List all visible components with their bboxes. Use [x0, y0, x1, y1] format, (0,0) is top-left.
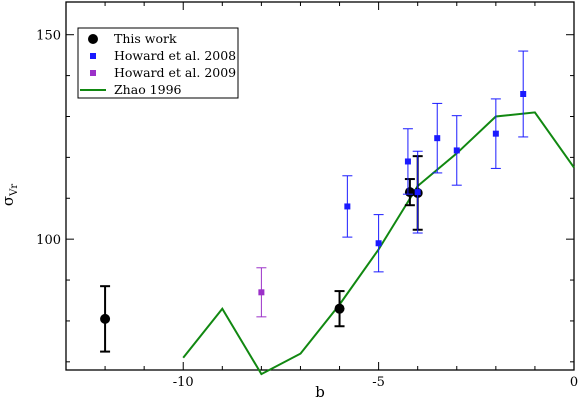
point-howard-et-al-2008 [451, 115, 462, 186]
marker-square [520, 91, 527, 97]
legend-label: Howard et al. 2008 [114, 48, 236, 63]
legend-entry-howard-et-al-2009: Howard et al. 2009 [90, 65, 236, 80]
x-axis-title: b [315, 383, 325, 401]
marker-square [453, 147, 460, 154]
y-axis-title: σVr [0, 184, 20, 206]
legend-marker-square [90, 53, 96, 59]
point-this-work [334, 290, 345, 328]
point-howard-et-al-2008 [518, 50, 529, 138]
legend-entry-zhao-1996: Zhao 1996 [80, 82, 182, 97]
point-howard-et-al-2008 [412, 150, 423, 234]
x-tick-label: 0 [570, 375, 578, 390]
point-this-work [100, 285, 111, 353]
marker-square [258, 289, 265, 296]
point-howard-et-al-2008 [342, 175, 353, 238]
marker-circle [334, 303, 345, 314]
marker-square [404, 158, 411, 165]
legend-label: Zhao 1996 [114, 82, 182, 97]
point-howard-et-al-2008 [373, 214, 384, 273]
legend-marker-square [90, 70, 96, 76]
marker-circle [100, 313, 111, 324]
legend-label: Howard et al. 2009 [114, 65, 236, 80]
marker-square [492, 130, 499, 137]
y-axis-title-main: σ [0, 196, 17, 206]
legend-entry-howard-et-al-2008: Howard et al. 2008 [90, 48, 236, 63]
y-axis-title-sub: Vr [9, 184, 20, 197]
x-tick-label: -5 [372, 375, 385, 390]
marker-square [375, 240, 382, 247]
axis-ticks: -10 -5 0 100 150 [36, 2, 578, 390]
legend-marker-circle [88, 34, 98, 44]
marker-square [434, 135, 441, 142]
y-tick-label: 100 [36, 233, 61, 248]
marker-square [344, 203, 351, 210]
legend: This work Howard et al. 2008 Howard et al.… [77, 27, 239, 99]
point-howard-et-al-2008 [432, 102, 443, 174]
x-tick-label: -10 [173, 375, 194, 390]
point-howard-et-al-2008 [490, 98, 501, 169]
y-tick-label: 150 [36, 29, 61, 44]
legend-entry-this-work: This work [88, 31, 177, 46]
plot-frame [65, 1, 575, 371]
series-layer [100, 50, 575, 376]
legend-label: This work [114, 31, 177, 46]
point-howard-et-al-2008 [402, 128, 413, 195]
point-howard-et-al-2009 [256, 267, 267, 318]
legend-box [77, 27, 239, 99]
marker-square [414, 189, 421, 196]
